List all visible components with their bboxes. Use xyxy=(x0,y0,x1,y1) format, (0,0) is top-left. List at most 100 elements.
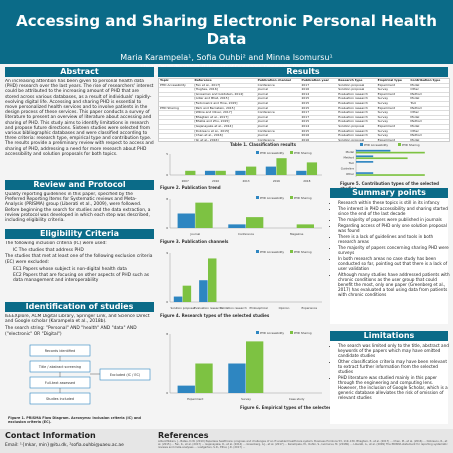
review-heading: Review and Protocol xyxy=(5,180,154,190)
table-header: Topic xyxy=(159,79,194,84)
table-cell xyxy=(159,87,194,93)
table-cell: Other xyxy=(409,129,449,135)
chart-bar xyxy=(356,155,374,158)
y-tick-label: 8 xyxy=(166,197,168,201)
table-header: Reference xyxy=(193,79,257,84)
table-cell xyxy=(159,133,194,139)
empirical-types-chart: Experiment Survey Case study 0 8 PHD Accessib… xyxy=(166,331,322,401)
table-cell: Solution proposal xyxy=(337,83,377,89)
y-tick-label: 9 xyxy=(166,251,168,255)
eligibility-heading: Eligibility Criteria xyxy=(5,229,154,239)
legend-label: PHD Sharing xyxy=(294,151,312,155)
x-tick-label: 2013 xyxy=(242,179,249,183)
table-cell: 2017 xyxy=(300,115,338,121)
legend-label: PHD Sharing xyxy=(294,196,312,200)
y-tick-label: Guideline xyxy=(341,167,355,171)
table-cell: Evaluation research xyxy=(337,133,377,139)
table-header-row: Topic Reference Publication channel Publ… xyxy=(159,79,449,84)
chart-bar xyxy=(276,158,287,175)
table-row: [Jin et al., 2016] Conference 2016 Solution… xyxy=(159,138,449,141)
table-cell: [Gajanayake et al., 2014] xyxy=(193,124,257,130)
table-cell xyxy=(159,92,194,98)
chart-bar xyxy=(356,151,425,154)
table-cell: Model xyxy=(409,138,449,141)
table-row: [Dobrescu et al., 2015] Conference 2015 Eva… xyxy=(159,129,449,135)
table-body: PHD Accessibility [Fan et al., 2017] Confe… xyxy=(159,83,449,141)
chart-bar xyxy=(246,341,264,393)
legend-label: PHD Sharing xyxy=(294,250,312,254)
table-cell: Conference xyxy=(256,129,301,135)
table-row: [Adler and Bhat, 2015] Journal 2015 Evaluat… xyxy=(159,96,449,102)
table-cell: Model xyxy=(409,83,449,89)
results-heading: Results xyxy=(158,67,448,77)
table-cell xyxy=(159,138,194,141)
research-types-chart: Solution proposal Evaluation researchVali… xyxy=(166,250,322,310)
table-cell: Evaluation research xyxy=(337,115,377,121)
chart-bar xyxy=(296,224,314,228)
publication-channels-chart: Journal Conference Magazine 0 8 PHD Accessibi… xyxy=(166,196,322,236)
figure-2-caption: Figure 2. Publication trend xyxy=(160,185,221,190)
table-cell: 2015 xyxy=(300,119,338,125)
table-cell: 2016 xyxy=(300,87,338,93)
legend-swatch xyxy=(398,143,401,146)
y-tick-label: 0 xyxy=(166,300,168,304)
x-tick-label: Evaluation research xyxy=(194,306,222,310)
chart-bar xyxy=(185,170,196,175)
identification-databases: IEEEXplore, ACM Digital Library, Springe… xyxy=(5,314,150,325)
x-tick-label: Magazine xyxy=(290,232,304,236)
limitation-item: The search was limited only to the title… xyxy=(338,343,450,358)
table-cell: Evaluation research xyxy=(337,92,377,98)
table-cell xyxy=(159,129,194,135)
legend-swatch xyxy=(290,151,293,154)
prisma-label-identified: Records identified xyxy=(45,349,76,353)
chart-bar xyxy=(199,280,208,302)
abstract-text: An increasing attention has been given t… xyxy=(5,79,154,157)
table-cell: [Bhatia and Zhu, 2015] xyxy=(193,119,257,125)
table-cell xyxy=(159,96,194,102)
chart-bar xyxy=(208,258,217,302)
table-cell: Other xyxy=(409,87,449,93)
classification-table: Topic Reference Publication channel Publ… xyxy=(159,79,449,141)
legend-swatch xyxy=(256,331,259,334)
x-tick-label: Case study xyxy=(289,397,305,401)
legend-label: PHD Accessibility xyxy=(260,331,284,335)
legend-swatch xyxy=(290,331,293,334)
table-cell xyxy=(159,101,194,107)
summary-item: There is a lack of guidelines and tools … xyxy=(338,234,450,244)
figure-1-caption: Figure 1. PRISMA Flow Diagram. Acronyms:… xyxy=(8,416,141,424)
references-text: Adler-Milstein, J., Bates, D.W. (2010) P… xyxy=(158,440,448,449)
table-cell: PHD Sharing xyxy=(159,106,194,112)
eligibility-intro: The following inclusion criteria (IC) we… xyxy=(5,241,107,246)
poster-title: Accessing and Sharing Electronic Persona… xyxy=(16,12,437,48)
table-row: [Wilkie and Oliver, 2017] Conference 2017 E… xyxy=(159,110,449,116)
inclusion-item: IC The studies that address PHD xyxy=(13,248,154,253)
legend-swatch xyxy=(256,196,259,199)
table-cell: Other xyxy=(409,110,449,116)
table-cell xyxy=(159,119,194,125)
table-cell: Experiment xyxy=(376,92,410,98)
table-cell: Method xyxy=(409,92,449,98)
identification-heading: Identification of studies xyxy=(5,302,154,312)
x-tick-label: Opinion xyxy=(279,306,290,310)
table-row: [Fedorowicz and Hine, 2015] Journal 2015 Ev… xyxy=(159,101,449,107)
table-cell: Survey xyxy=(376,110,410,116)
y-tick-label: Model xyxy=(346,150,355,154)
table-cell: [Park and Bernstein, 2015] xyxy=(193,106,257,112)
table-cell: Journal xyxy=(256,101,301,107)
prisma-label-screening: Title / abstract screening xyxy=(38,365,81,369)
publication-trend-chart: 2007 2010 2013 2016 2018 0 5 PHD Accessibility P… xyxy=(166,151,322,183)
exclusion-list: EC1 Papers whose subject is non-digital … xyxy=(5,267,154,284)
table-cell: Experiment xyxy=(376,138,410,141)
summary-list: Research within these topics is still in… xyxy=(330,200,450,298)
table-cell xyxy=(159,124,194,130)
legend-swatch xyxy=(256,151,259,154)
review-text: Quality reporting guidelines in this pap… xyxy=(5,192,151,224)
chart-bar xyxy=(182,285,192,302)
x-tick-label: Validation research xyxy=(220,306,247,310)
table-cell: Survey xyxy=(376,133,410,139)
table-cell: Evaluation research xyxy=(337,129,377,135)
x-tick-label: Experiment xyxy=(187,397,204,401)
legend-swatch xyxy=(290,196,293,199)
x-tick-label: 2007 xyxy=(182,179,189,183)
